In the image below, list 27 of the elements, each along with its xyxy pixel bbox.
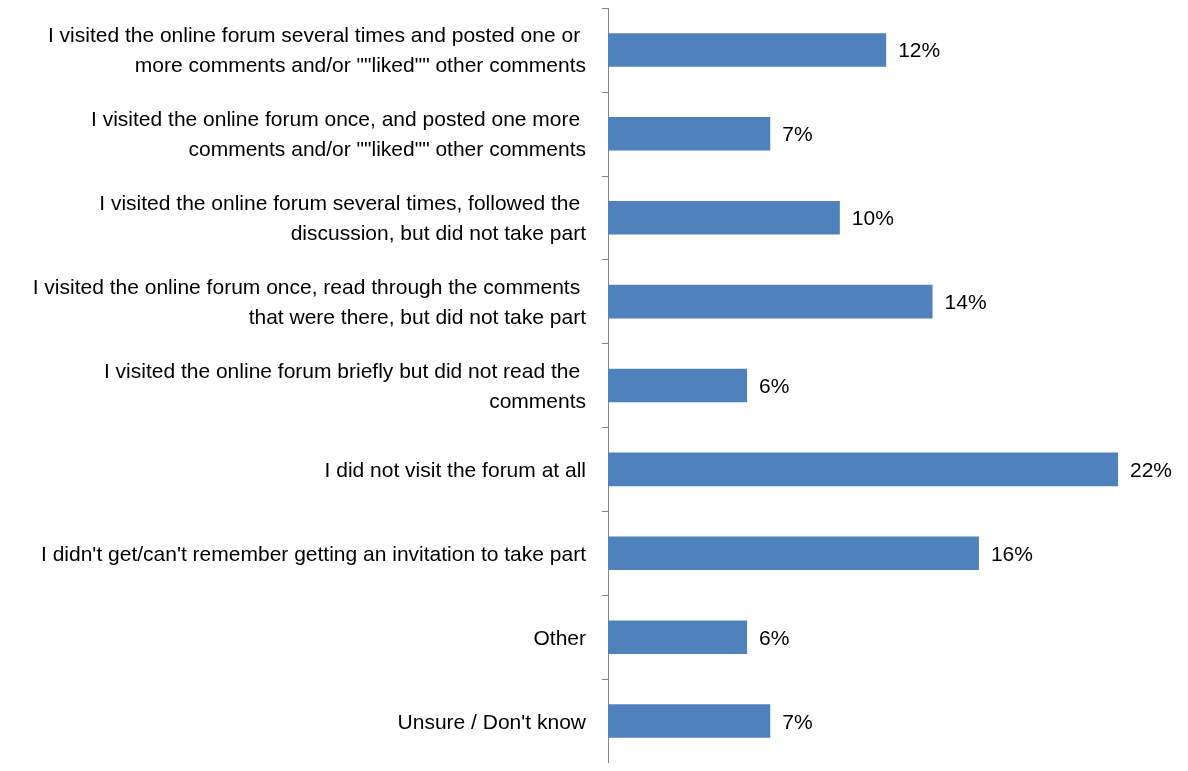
data-label: 7% (782, 709, 813, 733)
data-label: 14% (944, 290, 987, 314)
y-tick-label: I visited the online forum briefly but did not read the comments (103, 359, 586, 412)
y-tick-label: I visited the online forum several times, followed the discussion, but did not take part (99, 191, 587, 245)
y-tick-label: I did not visit the forum at all (324, 457, 586, 481)
bar (608, 33, 887, 67)
data-label: 10% (851, 206, 894, 230)
bar (608, 704, 771, 738)
y-tick-label: Other (533, 625, 586, 649)
y-tick-label: I visited the online forum several times and posted one or more comments and/or ""liked"" other comments (47, 23, 586, 77)
data-label: 22% (1130, 457, 1173, 481)
data-label: 6% (759, 625, 790, 649)
data-label: 16% (990, 541, 1033, 565)
bar (608, 452, 1118, 487)
data-label: 6% (759, 374, 790, 397)
y-tick-label: Unsure / Don't know (397, 709, 587, 733)
y-tick-label: I visited the online forum once, read through the comments that were there, but did not take part (32, 275, 587, 329)
bar (608, 620, 748, 654)
data-label: 7% (782, 122, 813, 146)
bar (608, 117, 771, 151)
bar (608, 368, 748, 403)
bar (608, 284, 933, 319)
bar (608, 536, 979, 571)
y-tick-label: I didn't get/can't remember getting an invitation to take part (41, 541, 587, 565)
bar (608, 200, 840, 235)
data-label: 12% (898, 38, 941, 62)
y-tick-label: I visited the online forum once, and posted one more comments and/or ""liked"" other comments (91, 107, 586, 161)
